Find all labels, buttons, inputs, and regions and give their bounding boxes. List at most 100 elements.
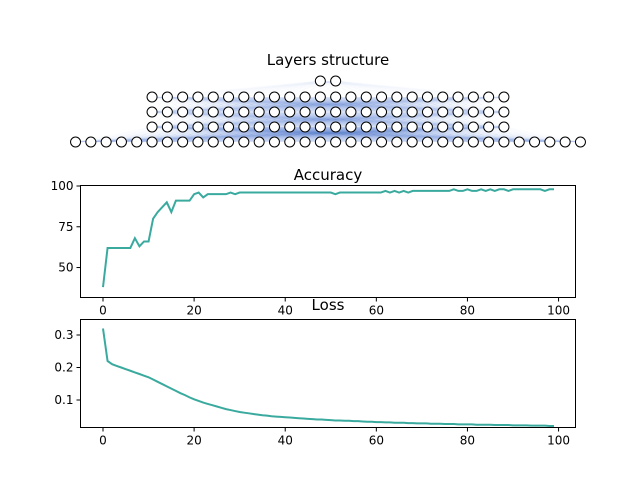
network-node: [406, 106, 418, 118]
network-node: [498, 136, 510, 148]
network-node: [529, 136, 541, 148]
network-node: [391, 91, 403, 103]
network-node: [223, 106, 235, 118]
network-node: [161, 91, 173, 103]
network-node: [544, 136, 556, 148]
network-node: [223, 91, 235, 103]
network-node: [253, 106, 265, 118]
network-node: [421, 121, 433, 133]
network-node: [452, 106, 464, 118]
network-node: [467, 136, 479, 148]
network-node: [498, 121, 510, 133]
y-tick-label: 50: [58, 261, 73, 275]
x-tick-label: 80: [460, 434, 475, 448]
network-node: [238, 91, 250, 103]
network-node: [161, 121, 173, 133]
network-node: [452, 121, 464, 133]
network-node: [223, 121, 235, 133]
network-node: [314, 91, 326, 103]
network-node: [360, 106, 372, 118]
layers-structure-panel: Layers structure: [70, 51, 586, 148]
network-node: [467, 106, 479, 118]
x-tick-label: 40: [278, 434, 293, 448]
y-tick-label: 100: [51, 179, 74, 193]
loss-title: Loss: [312, 296, 345, 314]
network-node: [268, 121, 280, 133]
network-node: [284, 121, 296, 133]
network-node: [299, 106, 311, 118]
network-node: [376, 136, 388, 148]
network-node: [115, 136, 127, 148]
network-node: [192, 106, 204, 118]
network-node: [268, 136, 280, 148]
network-node: [146, 91, 158, 103]
network-node: [85, 136, 97, 148]
network-node: [467, 121, 479, 133]
network-node: [483, 121, 495, 133]
network-node: [330, 121, 342, 133]
x-tick-label: 20: [186, 304, 201, 318]
network-node: [360, 91, 372, 103]
network-node: [330, 136, 342, 148]
network-node: [437, 106, 449, 118]
network-node: [207, 136, 219, 148]
network-node: [223, 136, 235, 148]
loss-ticks: 0 20 40 60 80 100 0.1 0.2 0.3: [54, 328, 570, 448]
network-node: [406, 121, 418, 133]
network-node: [406, 136, 418, 148]
loss-axes: [80, 319, 576, 428]
network-node: [330, 75, 342, 87]
network-node: [177, 91, 189, 103]
network-node: [330, 91, 342, 103]
network-node: [437, 91, 449, 103]
network-node: [299, 136, 311, 148]
network-node: [253, 91, 265, 103]
network-node: [483, 106, 495, 118]
network-node: [314, 136, 326, 148]
network-node: [559, 136, 571, 148]
network-node: [146, 121, 158, 133]
network-node: [177, 106, 189, 118]
network-node: [376, 106, 388, 118]
network-node: [452, 136, 464, 148]
network-node: [437, 136, 449, 148]
loss-line: [102, 328, 554, 427]
network-node: [207, 121, 219, 133]
network-node: [376, 121, 388, 133]
network-node: [284, 91, 296, 103]
x-tick-label: 20: [186, 434, 201, 448]
network-node: [330, 106, 342, 118]
network-node: [345, 106, 357, 118]
network-node: [345, 136, 357, 148]
loss-panel: Loss 0 20 40 60 80 100 0.1 0.2 0.3: [54, 296, 576, 448]
network-node: [161, 106, 173, 118]
accuracy-title: Accuracy: [294, 166, 363, 184]
x-tick-label: 60: [369, 304, 384, 318]
y-tick-label: 75: [58, 220, 73, 234]
x-tick-label: 0: [99, 304, 107, 318]
network-node: [376, 91, 388, 103]
y-tick-label: 0.1: [54, 393, 73, 407]
network-node: [406, 91, 418, 103]
network-node: [391, 121, 403, 133]
network-node: [253, 121, 265, 133]
network-node: [238, 121, 250, 133]
network-node: [192, 121, 204, 133]
network-node: [314, 106, 326, 118]
network-node: [100, 136, 112, 148]
network-node: [253, 136, 265, 148]
network-node: [421, 91, 433, 103]
network-node: [314, 75, 326, 87]
network-node: [360, 121, 372, 133]
network-node: [345, 121, 357, 133]
network-node: [498, 91, 510, 103]
network-node: [574, 136, 586, 148]
layers-structure-title: Layers structure: [267, 51, 389, 69]
network-node: [146, 136, 158, 148]
x-tick-label: 80: [460, 304, 475, 318]
network-node: [498, 106, 510, 118]
accuracy-ticks: 0 20 40 60 80 100 50 75 100: [51, 179, 570, 318]
network-node: [391, 106, 403, 118]
network-node: [207, 91, 219, 103]
network-node: [299, 121, 311, 133]
